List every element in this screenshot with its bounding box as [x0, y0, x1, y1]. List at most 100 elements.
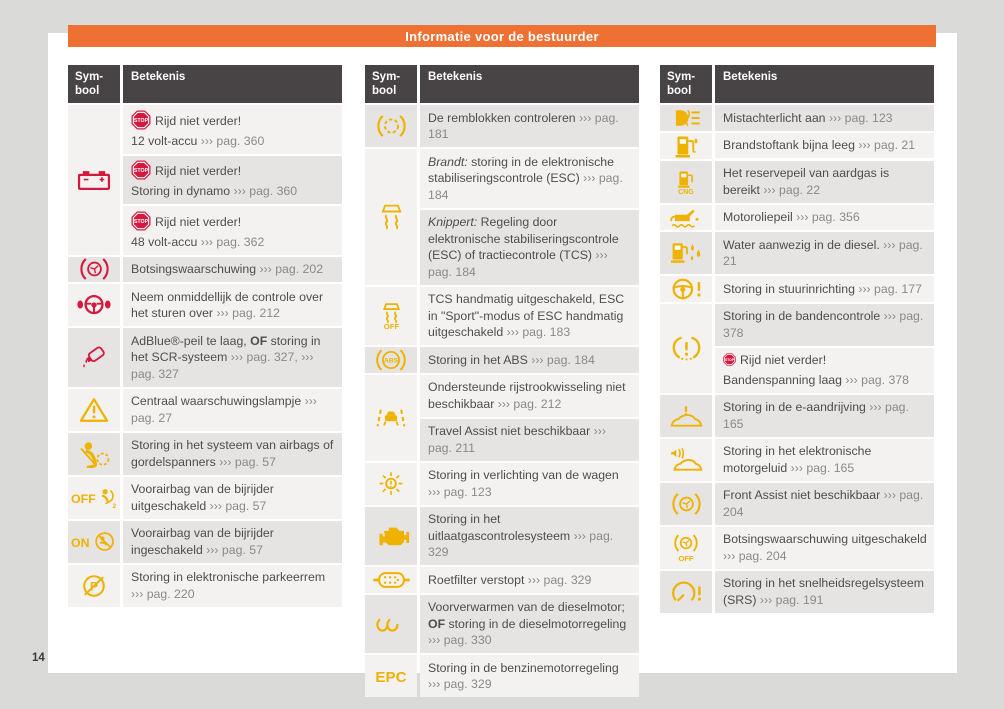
meaning-cell: Storing in het ABS ››› pag. 184 [420, 347, 639, 373]
warning-triangle-icon [78, 396, 110, 424]
symbol-cell [365, 567, 417, 593]
symbol-row-group: ON Voorairbag van de bijrijder ingeschake… [68, 520, 342, 563]
page-reference: ››› pag. 165 [723, 400, 909, 431]
meaning-cell: Storing in het elektronische motorgeluid… [715, 438, 934, 481]
symbol-cell [660, 232, 712, 274]
text-segment: Rijd niet verder! [155, 214, 242, 229]
passenger-airbag-on-icon: ON [71, 530, 117, 553]
page-reference: ››› pag. 181 [428, 110, 619, 142]
light-fault-icon [376, 470, 406, 498]
meaning-cell: Voorairbag van de bijrijder ingeschakeld… [123, 520, 342, 563]
text-segment: Travel Assist niet beschikbaar [428, 424, 594, 438]
meaning-cell: Storing in de benzinemotorregeling ››› p… [420, 655, 639, 697]
svg-text:OFF: OFF [678, 554, 693, 562]
passenger-airbag-off-icon: OFF 2 [71, 486, 117, 509]
page-reference: ››› pag. 211 [428, 424, 606, 455]
cruise-control-fault-icon [669, 579, 704, 605]
symbol-cell [660, 438, 712, 481]
esc-icon [376, 203, 407, 231]
cng-reserve-icon: CNG [672, 169, 700, 195]
page-reference: ››› pag. 378 [845, 372, 909, 387]
text-line: Storing in het ABS ››› pag. 184 [428, 352, 633, 369]
svg-text:STOP: STOP [134, 219, 149, 225]
page-reference: ››› pag. 330 [428, 633, 492, 647]
banner-title: Informatie voor de bestuurder [405, 28, 599, 44]
meaning-cell: Brandt: storing in de elektronische stab… [420, 149, 639, 208]
meaning-cell: Knippert: Regeling door elektronische st… [420, 209, 639, 285]
page-reference: ››› pag. 27 [131, 394, 317, 425]
page-reference: ››› pag. 360 [233, 184, 298, 198]
page-reference: ››› pag. 204 [723, 548, 787, 563]
symbol-cell: ABS [365, 347, 417, 373]
symbol-cell [365, 594, 417, 653]
meaning-cell: Voorverwarmen van de dieselmotor; OF sto… [420, 594, 639, 653]
page-reference: ››› pag. 165 [790, 460, 855, 475]
page-reference: ››› pag. 184 [428, 171, 623, 202]
symbol-cell [365, 374, 417, 461]
page-reference: ››› pag. 212 [497, 396, 562, 411]
meaning-cell: Travel Assist niet beschikbaar ››› pag. … [420, 418, 639, 461]
symbol-row-group: Storing in het elektronische motorgeluid… [660, 438, 934, 481]
symbol-row-group: Botsingswaarschuwing ››› pag. 202 [68, 256, 342, 282]
symbol-cell: P [68, 564, 120, 607]
text-line: Botsingswaarschuwing ››› pag. 202 [131, 261, 336, 278]
symbol-row-group: Storing in het snelheidsregelsysteem (SR… [660, 570, 934, 613]
svg-text:STOP: STOP [134, 168, 149, 174]
page-reference: ››› pag. 202 [259, 262, 324, 276]
symbol-cell: OFF [365, 286, 417, 345]
symbol-row-group: Storing in de e-aandrijving ››› pag. 165 [660, 394, 934, 437]
svg-text:2: 2 [113, 503, 117, 509]
glow-plug-icon [375, 614, 407, 634]
text-segment: Storing in het systeem van airbags of go… [131, 438, 334, 469]
text-line: Voorairbag van de bijrijder ingeschakeld… [131, 525, 336, 558]
text-segment: Storing in elektronische parkeerrem [131, 570, 326, 584]
page-reference: ››› pag. 183 [506, 325, 571, 339]
text-line: Knippert: Regeling door elektronische st… [428, 214, 633, 280]
meaning-cell: STOP Rijd niet verder! 48 volt-accu ››› pa… [123, 206, 342, 255]
page-reference: ››› pag. 184 [531, 352, 595, 367]
water-in-fuel-icon [669, 241, 703, 265]
symbol-cell [660, 482, 712, 525]
meaning-cell: Storing in elektronische parkeerrem ››› … [123, 564, 342, 607]
text-segment: OF [428, 616, 446, 631]
page-reference: ››› pag. 57 [206, 542, 263, 557]
page-reference: ››› pag. 191 [759, 592, 824, 607]
text-line: Storing in de bandencontrole ››› pag. 37… [723, 308, 928, 341]
text-line: Mistachterlicht aan ››› pag. 123 [723, 110, 928, 127]
text-segment: Motoroliepeil [723, 210, 797, 224]
text-segment: Regeling door elektronische stabiliserin… [428, 215, 619, 262]
text-segment: De remblokken controleren [428, 110, 580, 125]
text-line: Front Assist niet beschikbaar ››› pag. 2… [723, 487, 928, 520]
svg-text:STOP: STOP [725, 358, 735, 362]
symbol-row-group: AdBlue®-peil te laag, OF storing in het … [68, 328, 342, 387]
page-reference: ››› pag. 220 [131, 586, 195, 601]
text-segment: Storing in dynamo [131, 184, 234, 198]
page-reference: ››› pag. 204 [723, 488, 924, 519]
text-segment: Knippert: [428, 215, 478, 229]
text-line: Storing in de benzinemotorregeling ››› p… [428, 660, 633, 693]
symbol-cell [660, 276, 712, 302]
meaning-cell: Storing in het uitlaatgascontrolesysteem… [420, 506, 639, 565]
meaning-cell: Storing in het systeem van airbags of go… [123, 432, 342, 475]
symbol-cell [660, 132, 712, 159]
symbol-row-group: Neem onmiddellijk de controle over het s… [68, 284, 342, 326]
table-header: Sym-bool Betekenis [68, 65, 342, 103]
text-line: Brandt: storing in de elektronische stab… [428, 154, 633, 204]
text-line: Centraal waarschuwingslampje ››› pag. 27 [131, 393, 336, 426]
text-segment: storing in de dieselmotorregeling [445, 616, 627, 631]
esc-off-icon: OFF [376, 302, 407, 330]
text-segment: Storing in de e-aandrijving [723, 400, 870, 414]
text-segment: Storing in verlichting van de wagen [428, 468, 619, 482]
battery-icon [75, 166, 113, 194]
text-segment: Rijd niet verder! [155, 113, 242, 128]
symbol-row-group: P Storing in elektronische parkeerrem ›››… [68, 564, 342, 607]
text-line: Brandstoftank bijna leeg ››› pag. 21 [723, 137, 928, 154]
text-segment: Storing in de benzinemotorregeling [428, 660, 619, 675]
page-reference: ››› pag. 22 [763, 182, 821, 197]
text-line: Storing in verlichting van de wagen ››› … [428, 467, 633, 500]
page-reference: ››› pag. 378 [723, 309, 924, 340]
meaning-cell: STOP Rijd niet verder! Bandenspanning laag… [715, 347, 934, 393]
text-line: Het reservepeil van aardgas is bereikt ›… [723, 165, 928, 198]
page-number: 14 [32, 652, 45, 664]
text-segment: Ondersteunde rijstrookwisseling niet bes… [428, 380, 626, 411]
